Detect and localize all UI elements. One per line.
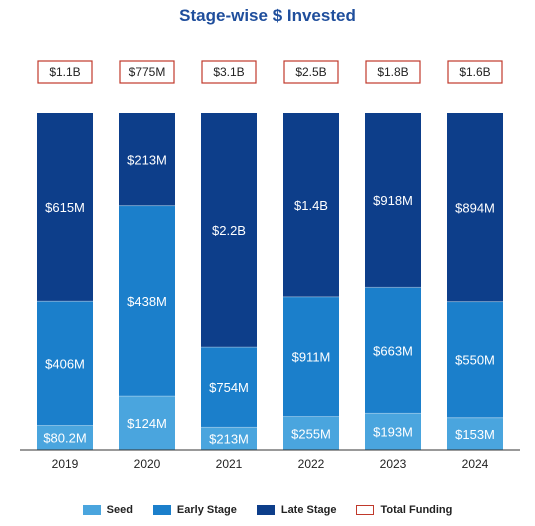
data-label-late-stage-2019: $615M [45, 200, 85, 215]
data-label-seed-2023: $193M [373, 425, 413, 440]
stacked-bar-chart: $80.2M $406M $615M $1.1B 2019 $124M $438M $213M… [20, 60, 520, 471]
data-label-late-stage-2020: $213M [127, 152, 167, 167]
total-funding-label-2024: $1.6B [459, 65, 490, 79]
total-funding-box-2024 [447, 60, 503, 84]
legend-label-early-stage: Early Stage [176, 504, 237, 516]
bar-segment-early-stage-2023 [365, 287, 421, 414]
bar-segment-late-stage-2022 [283, 113, 339, 297]
total-funding-label-2021: $3.1B [213, 65, 244, 79]
data-label-early-stage-2020: $438M [127, 294, 167, 309]
x-tick-label-2020: 2020 [134, 457, 161, 471]
bar-segment-seed-2022 [283, 416, 339, 450]
legend-swatch-late-stage [256, 505, 275, 515]
total-funding-box-2023 [365, 60, 421, 84]
legend-swatch-early-stage [152, 505, 171, 515]
data-label-early-stage-2019: $406M [45, 356, 85, 371]
legend-item-total-funding: Total Funding [356, 504, 452, 516]
bar-segment-late-stage-2021 [201, 113, 257, 348]
bar-segment-late-stage-2020 [119, 113, 175, 206]
data-label-early-stage-2023: $663M [373, 343, 413, 358]
data-label-seed-2022: $255M [291, 426, 331, 441]
data-label-late-stage-2023: $918M [373, 193, 413, 208]
data-label-early-stage-2024: $550M [455, 353, 495, 368]
bar-segment-seed-2020 [119, 396, 175, 450]
bar-segment-seed-2021 [201, 427, 257, 450]
chart-title: Stage-wise $ Invested [179, 6, 356, 25]
bar-segment-late-stage-2024 [447, 113, 503, 302]
x-tick-label-2021: 2021 [216, 457, 243, 471]
legend-item-early-stage: Early Stage [152, 504, 237, 516]
legend: Seed Early Stage Late Stage Total Funding [0, 500, 535, 520]
legend-item-late-stage: Late Stage [256, 504, 337, 516]
data-label-early-stage-2021: $754M [209, 380, 249, 395]
bar-segment-seed-2024 [447, 417, 503, 450]
legend-swatch-seed [82, 505, 101, 515]
legend-label-total-funding: Total Funding [380, 504, 453, 516]
total-funding-label-2023: $1.8B [377, 65, 408, 79]
data-label-late-stage-2024: $894M [455, 200, 495, 215]
bar-segment-early-stage-2021 [201, 347, 257, 428]
data-label-seed-2020: $124M [127, 416, 167, 431]
x-tick-label-2019: 2019 [52, 457, 79, 471]
bar-segment-early-stage-2019 [37, 301, 93, 426]
data-label-early-stage-2022: $911M [292, 350, 331, 365]
data-label-seed-2021: $213M [209, 432, 249, 447]
bar-segment-seed-2023 [365, 413, 421, 450]
legend-item-seed: Seed [82, 504, 133, 516]
data-label-late-stage-2021: $2.2B [212, 223, 246, 238]
total-funding-box-2022 [283, 60, 339, 84]
bar-segment-late-stage-2019 [37, 113, 93, 302]
bar-segment-early-stage-2022 [283, 296, 339, 417]
bar-segment-early-stage-2020 [119, 205, 175, 397]
legend-label-seed: Seed [106, 504, 133, 516]
data-label-seed-2019: $80.2M [43, 431, 86, 446]
x-tick-label-2022: 2022 [298, 457, 325, 471]
data-label-late-stage-2022: $1.4B [294, 198, 328, 213]
legend-label-late-stage: Late Stage [280, 504, 337, 516]
bar-segment-late-stage-2023 [365, 113, 421, 288]
total-funding-box-2020 [119, 60, 175, 84]
total-funding-box-2021 [201, 60, 257, 84]
total-funding-label-2022: $2.5B [295, 65, 326, 79]
legend-swatch-total-funding [356, 505, 375, 515]
data-label-seed-2024: $153M [455, 427, 495, 442]
x-tick-label-2023: 2023 [380, 457, 407, 471]
bar-segment-early-stage-2024 [447, 301, 503, 418]
total-funding-label-2019: $1.1B [49, 65, 80, 79]
x-tick-label-2024: 2024 [462, 457, 489, 471]
total-funding-box-2019 [37, 60, 93, 84]
bar-segment-seed-2019 [37, 425, 93, 450]
total-funding-label-2020: $775M [129, 65, 166, 79]
